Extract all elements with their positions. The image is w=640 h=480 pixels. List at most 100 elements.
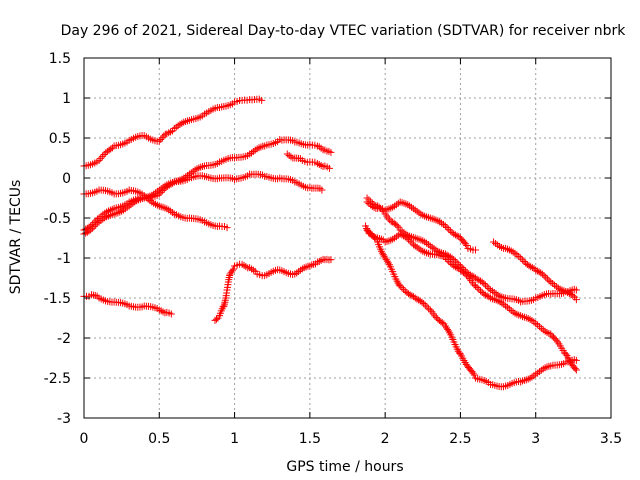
data-trail	[363, 224, 373, 237]
axis-ticks	[83, 57, 612, 419]
data-trail	[293, 154, 304, 163]
data-trail	[97, 144, 116, 162]
plot-frame	[83, 57, 612, 419]
data-trail	[308, 158, 319, 166]
series-track-1	[80, 95, 266, 170]
data-trail	[248, 95, 263, 104]
series-track-5	[283, 150, 333, 172]
data-trail	[203, 219, 221, 230]
data-trail	[203, 160, 221, 170]
data-trail	[413, 243, 432, 257]
data-trail	[375, 240, 388, 260]
data-trail	[157, 307, 169, 317]
data-trail	[172, 175, 191, 186]
data-trail	[458, 267, 478, 289]
data-trail	[187, 162, 207, 177]
data-trail	[368, 231, 380, 243]
data-trail	[112, 200, 131, 212]
data-trail	[549, 280, 568, 295]
data-trail	[188, 112, 206, 124]
data-trail	[376, 204, 387, 213]
data-trail	[127, 194, 146, 205]
data-trail	[97, 205, 116, 220]
data-trail	[534, 289, 553, 302]
y-tick-label: 1	[62, 91, 71, 107]
y-tick-label: -2.5	[44, 371, 71, 387]
data-trail	[157, 130, 169, 143]
data-trail	[285, 151, 297, 162]
data-trail	[474, 375, 492, 386]
data-trail	[466, 245, 477, 254]
data-trail	[165, 127, 176, 137]
data-trail	[157, 179, 177, 196]
data-trail	[428, 308, 448, 328]
data-trail	[308, 184, 324, 192]
y-tick-label: -1	[57, 251, 71, 267]
data-trail	[263, 138, 282, 149]
data-trail	[442, 324, 463, 357]
data-trail	[413, 295, 433, 313]
data-trail	[518, 256, 538, 272]
data-trail	[504, 295, 523, 304]
data-trail	[473, 283, 493, 301]
data-trail	[549, 360, 568, 369]
tick-labels: 0 0.5 1 1.5 2 2.5 3 3.5 -3 -2.5 -2 -1.5 -1 -0.5 0 0.5 1 1…	[44, 51, 622, 447]
data-trail	[97, 186, 116, 197]
data-trail	[82, 215, 101, 233]
y-axis-label: SDTVAR / TECUs	[8, 180, 24, 295]
data-trail	[278, 175, 297, 184]
data-trail	[278, 267, 297, 278]
series-track-4	[80, 186, 231, 232]
data-trail	[398, 199, 417, 213]
data-trail	[127, 131, 146, 143]
data-trail	[375, 235, 387, 244]
data-trail	[82, 187, 101, 198]
data-trail	[413, 207, 432, 221]
y-tick-label: 1.5	[49, 51, 71, 67]
data-trail	[157, 203, 176, 217]
y-tick-label: -2	[57, 331, 71, 347]
data-trail	[82, 158, 101, 170]
data-trail	[227, 265, 237, 276]
data-trail	[233, 260, 244, 269]
data-point	[547, 278, 555, 286]
data-trail	[218, 174, 236, 182]
data-trail	[428, 250, 447, 261]
data-trail	[97, 295, 116, 306]
data-trail	[323, 147, 333, 155]
data-trail	[218, 222, 229, 231]
data-trail	[293, 179, 312, 192]
data-trail	[112, 187, 131, 198]
data-trail	[488, 287, 508, 302]
data-trail	[383, 231, 402, 245]
data-trail	[241, 96, 251, 104]
data-trail	[564, 289, 579, 301]
data-trail	[248, 142, 267, 157]
x-tick-label: 3.5	[600, 431, 622, 447]
data-trail	[248, 265, 259, 275]
y-tick-label: -3	[57, 411, 71, 427]
data-trail	[112, 203, 131, 217]
data-trail	[172, 117, 192, 131]
data-trail	[127, 186, 146, 198]
data-trail	[233, 96, 244, 106]
data-trail	[323, 255, 333, 264]
x-tick-label: 3	[531, 431, 540, 447]
data-trail	[473, 275, 493, 293]
data-trail	[323, 163, 331, 171]
data-trail	[165, 309, 173, 317]
data-trail	[365, 200, 380, 212]
data-trail	[218, 154, 236, 165]
series-track-3	[80, 170, 326, 234]
data-series	[80, 95, 580, 391]
data-trail	[383, 199, 402, 213]
data-trail	[489, 381, 507, 391]
data-trail	[203, 173, 221, 183]
data-trail	[458, 352, 478, 379]
data-trail	[142, 133, 161, 145]
data-trail	[443, 224, 463, 241]
data-trail	[112, 298, 131, 309]
data-trail	[216, 303, 227, 317]
data-trail	[293, 138, 312, 149]
